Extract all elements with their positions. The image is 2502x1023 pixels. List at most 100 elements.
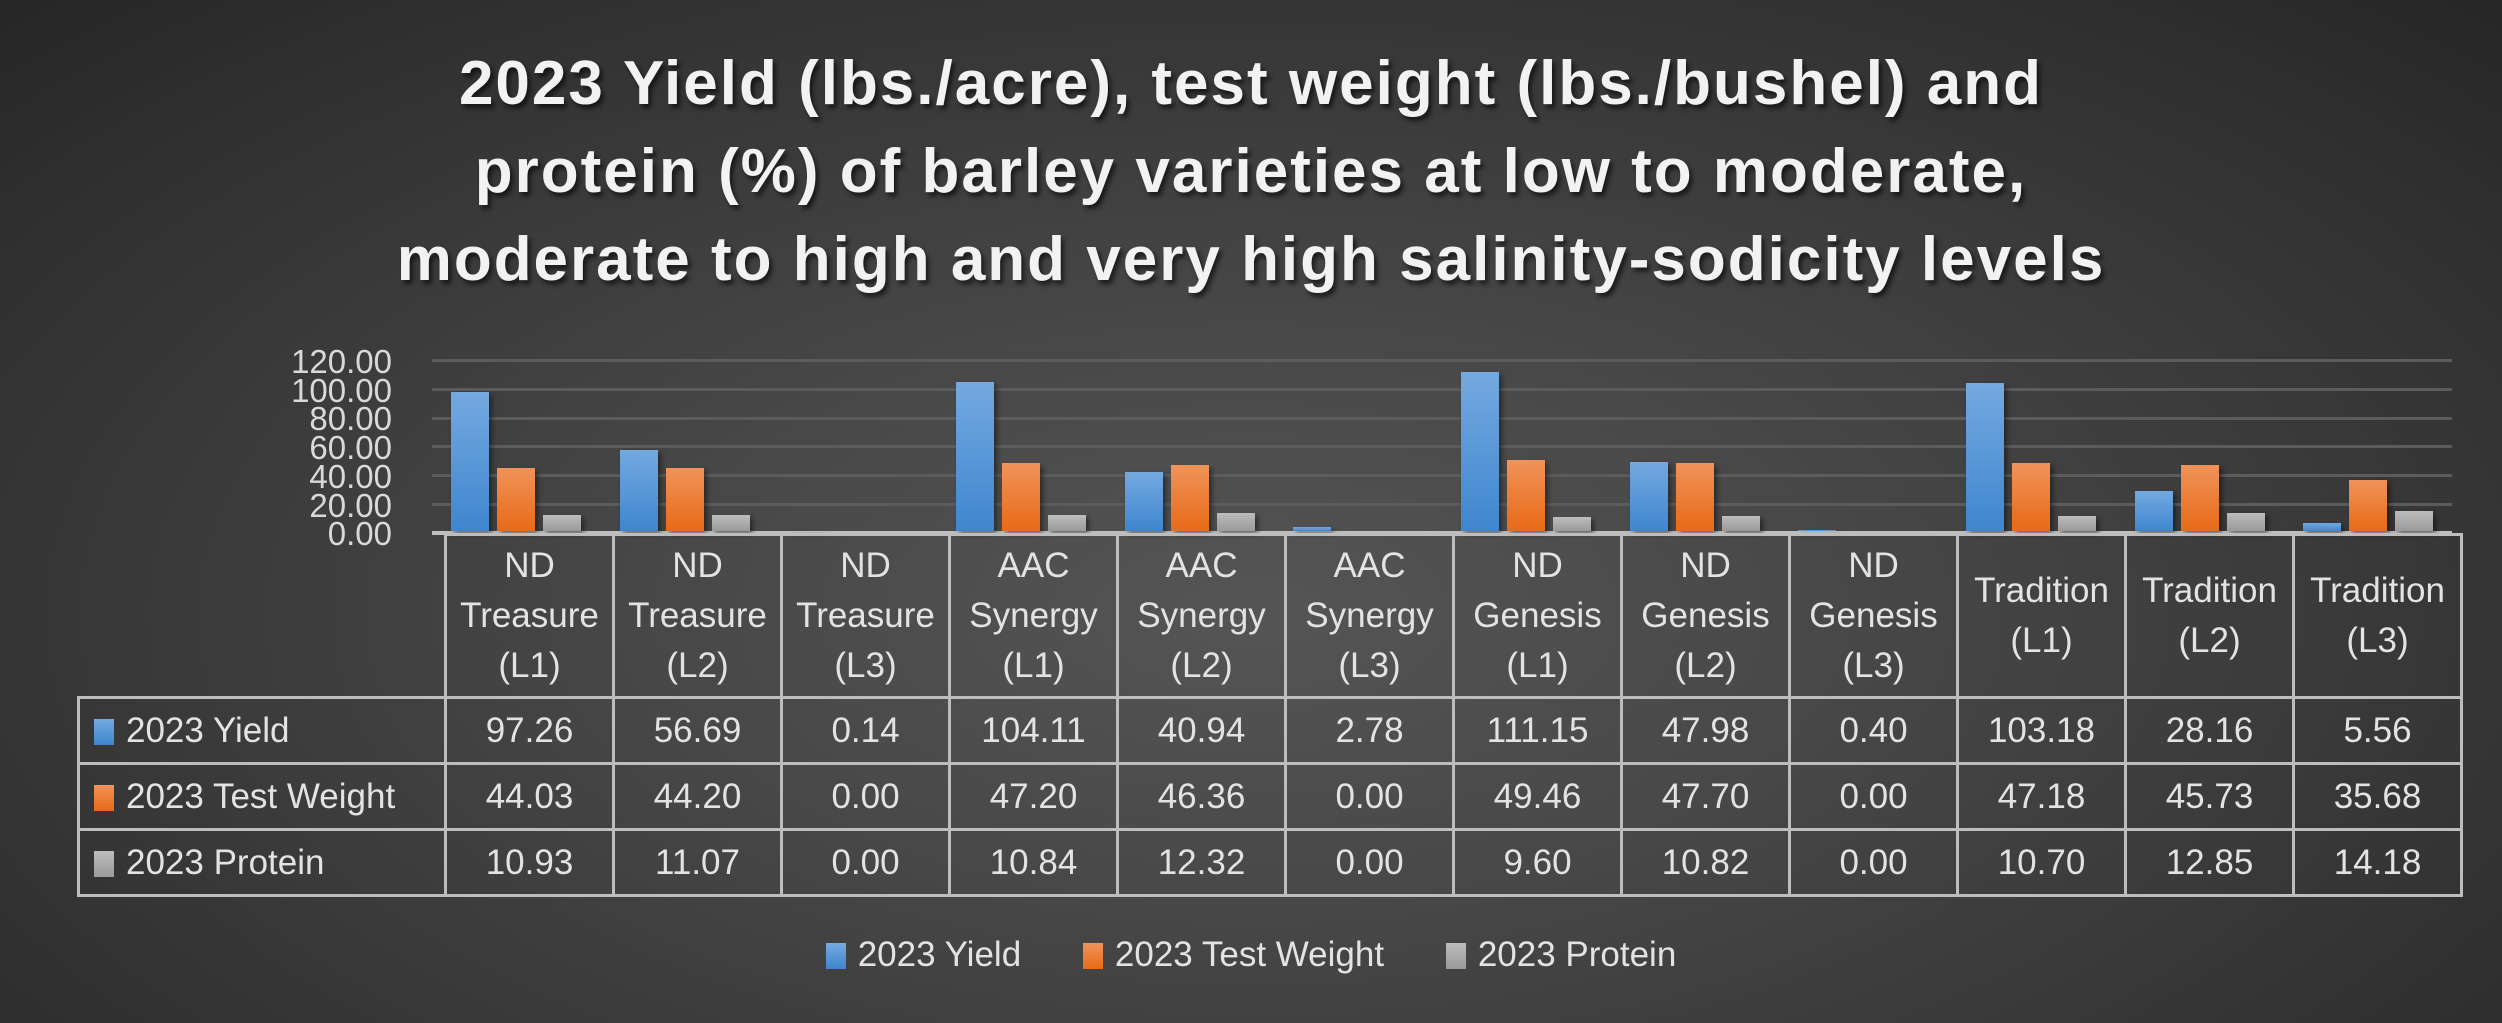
table-cell: 12.32 <box>1116 828 1287 897</box>
bar <box>543 515 582 531</box>
legend-key-icon <box>825 943 846 969</box>
bar <box>1966 383 2005 531</box>
table-cell: 104.11 <box>948 696 1119 765</box>
table-cell: 44.20 <box>612 762 783 831</box>
table-cell: 10.93 <box>444 828 615 897</box>
table-cell: 0.00 <box>1284 828 1455 897</box>
bar <box>1170 464 1209 531</box>
data-table-header: ND Treasure (L1) ND Treasure (L2) ND Treasure… <box>78 533 2463 699</box>
legend-key-icon <box>94 718 114 745</box>
bar <box>2348 479 2387 531</box>
chart-title-line: protein (%) of barley varieties at low t… <box>474 137 2028 206</box>
table-cell: 10.84 <box>948 828 1119 897</box>
bar <box>1216 513 1255 531</box>
bar <box>1002 463 1041 531</box>
gridline <box>432 359 2452 362</box>
data-table-row-protein: 2023 Protein 10.93 11.07 0.00 10.84 12.3… <box>77 828 2463 897</box>
bar <box>2302 523 2341 531</box>
y-tick-label: 20.00 <box>309 487 392 524</box>
table-cell: 0.00 <box>1284 762 1455 831</box>
table-cell: 35.68 <box>2292 762 2463 831</box>
data-table-corner <box>78 534 447 699</box>
legend-item-protein: 2023 Protein <box>1445 935 1676 975</box>
table-cell: 47.98 <box>1620 696 1791 765</box>
category-header: ND Genesis (L3) <box>1788 533 1959 699</box>
table-cell: 0.00 <box>780 762 951 831</box>
gridline <box>432 388 2452 391</box>
series-label: 2023 Protein <box>77 828 447 897</box>
data-table-row-yield: 2023 Yield 97.26 56.69 0.14 104.11 40.94… <box>77 696 2463 765</box>
table-cell: 56.69 <box>612 696 783 765</box>
table-cell: 111.15 <box>1452 696 1623 765</box>
table-cell: 47.20 <box>948 762 1119 831</box>
legend-item-test-weight: 2023 Test Weight <box>1082 935 1384 975</box>
table-cell: 14.18 <box>2292 828 2463 897</box>
y-tick-label: 120.00 <box>291 343 392 380</box>
category-header: ND Treasure (L2) <box>612 533 783 699</box>
category-header: AAC Synergy (L2) <box>1116 533 1287 699</box>
y-tick-label: 40.00 <box>309 458 392 495</box>
category-header: ND Genesis (L2) <box>1620 533 1791 699</box>
table-cell: 12.85 <box>2124 828 2295 897</box>
bar <box>1629 462 1668 531</box>
table-cell: 49.46 <box>1452 762 1623 831</box>
table-cell: 46.36 <box>1116 762 1287 831</box>
bar <box>451 391 490 531</box>
category-header: Tradition (L3) <box>2292 533 2463 699</box>
bar <box>619 449 658 531</box>
bar <box>1292 527 1331 531</box>
table-cell: 0.40 <box>1788 696 1959 765</box>
series-label: 2023 Test Weight <box>77 762 447 831</box>
table-cell: 5.56 <box>2292 696 2463 765</box>
bar <box>2134 490 2173 531</box>
bar <box>956 381 995 531</box>
table-cell: 10.70 <box>1956 828 2127 897</box>
bar <box>1461 371 1500 531</box>
gridline <box>432 417 2452 420</box>
bar <box>1124 472 1163 531</box>
category-header: Tradition (L2) <box>2124 533 2295 699</box>
chart-legend: 2023 Yield 2023 Test Weight 2023 Protein <box>0 935 2502 975</box>
table-cell: 0.00 <box>1788 762 1959 831</box>
chart-title: 2023 Yield (lbs./acre), test weight (lbs… <box>0 40 2502 304</box>
category-header: AAC Synergy (L1) <box>948 533 1119 699</box>
data-table: ND Treasure (L1) ND Treasure (L2) ND Treasure… <box>77 533 2463 897</box>
bar <box>711 515 750 531</box>
y-tick-label: 100.00 <box>291 372 392 409</box>
legend-key-icon <box>94 784 114 811</box>
bar <box>1553 517 1592 531</box>
category-header: AAC Synergy (L3) <box>1284 533 1455 699</box>
bar <box>1721 515 1760 531</box>
table-cell: 97.26 <box>444 696 615 765</box>
gridline <box>432 474 2452 477</box>
category-header: Tradition (L1) <box>1956 533 2127 699</box>
category-header: ND Treasure (L3) <box>780 533 951 699</box>
data-table-row-test-weight: 2023 Test Weight 44.03 44.20 0.00 47.20 … <box>77 762 2463 831</box>
table-cell: 9.60 <box>1452 828 1623 897</box>
bar <box>2058 515 2097 531</box>
table-cell: 2.78 <box>1284 696 1455 765</box>
category-header: ND Treasure (L1) <box>444 533 615 699</box>
gridline <box>432 503 2452 506</box>
bar <box>1048 515 1087 531</box>
table-cell: 28.16 <box>2124 696 2295 765</box>
table-cell: 47.18 <box>1956 762 2127 831</box>
y-tick-label: 80.00 <box>309 400 392 437</box>
category-header: ND Genesis (L1) <box>1452 533 1623 699</box>
legend-key-icon <box>94 850 114 877</box>
y-tick-label: 60.00 <box>309 429 392 466</box>
table-cell: 44.03 <box>444 762 615 831</box>
bar <box>1797 530 1836 531</box>
series-label: 2023 Yield <box>77 696 447 765</box>
plot-area <box>432 340 2452 535</box>
gridline <box>432 445 2452 448</box>
table-cell: 0.14 <box>780 696 951 765</box>
bar <box>2180 465 2219 531</box>
chart-title-line: moderate to high and very high salinity-… <box>396 225 2106 294</box>
table-cell: 47.70 <box>1620 762 1791 831</box>
legend-item-yield: 2023 Yield <box>825 935 1021 975</box>
table-cell: 40.94 <box>1116 696 1287 765</box>
chart-title-line: 2023 Yield (lbs./acre), test weight (lbs… <box>458 49 2044 118</box>
x-axis-line <box>432 531 2452 535</box>
table-cell: 0.00 <box>780 828 951 897</box>
